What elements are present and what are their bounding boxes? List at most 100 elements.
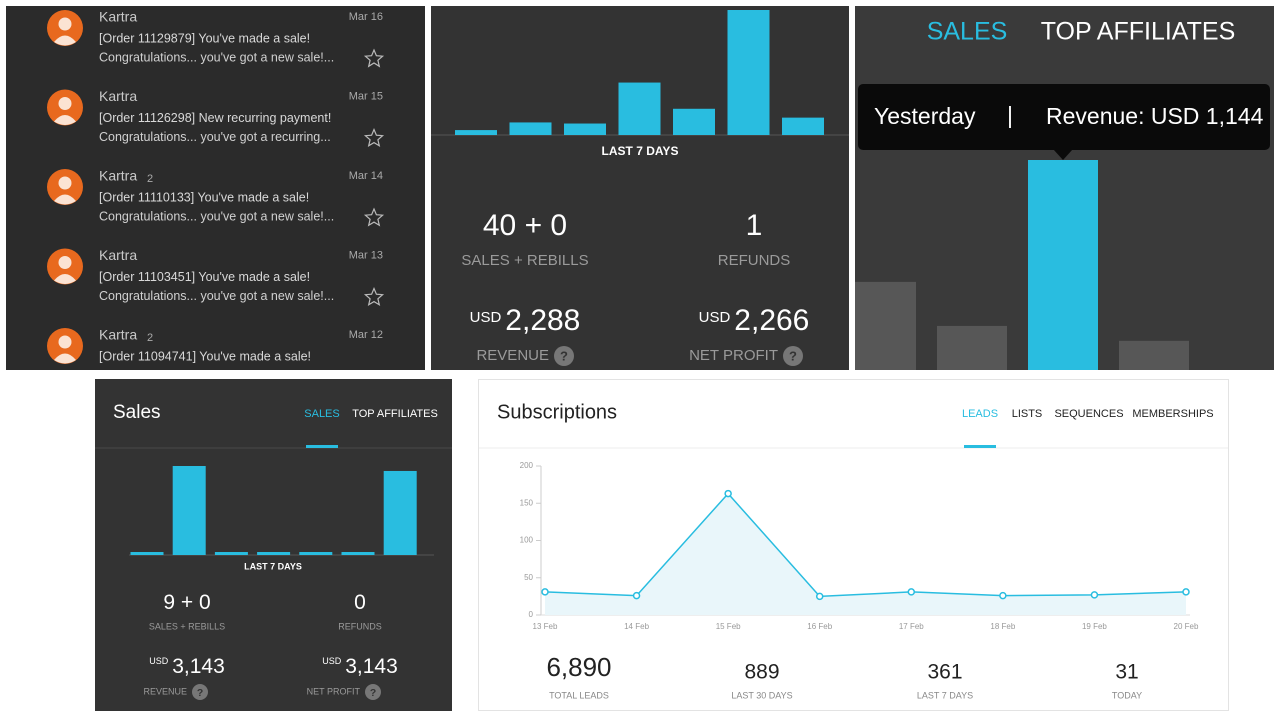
email-subject: [Order 11103451] You've made a sale! [99,270,310,284]
x-tick-label: 17 Feb [899,622,924,631]
stat-value: USD 2,288 [470,304,581,337]
point [907,588,916,596]
thread-count: 2 [147,173,153,185]
avatar-head [58,256,72,269]
tab[interactable]: SEQUENCES [1054,408,1123,420]
email-sender: Kartra [99,9,137,25]
point [1090,591,1099,599]
point [815,592,824,601]
bar [855,281,916,370]
tab[interactable]: LEADS [962,408,998,420]
tooltip [858,84,1270,150]
help-icon[interactable] [783,346,803,366]
stat-label: REFUNDS [718,252,791,269]
email-sender: Kartra [99,327,137,343]
avatar-body [54,194,76,205]
tab[interactable]: TOP AFFILIATES [1041,18,1236,46]
email-date: Mar 12 [349,329,383,341]
tab[interactable]: MEMBERSHIPS [1132,408,1213,420]
stat-label: REFUNDS [338,621,382,631]
email-subject: [Order 11110133] You've made a sale! [99,190,309,204]
point [632,591,641,600]
tab[interactable]: SALES [927,18,1008,46]
bar [383,470,417,555]
bar [509,122,552,135]
sales-zoom: SALES TOP AFFILIATES Yesterday | Revenue: US… [855,6,1274,370]
star-button[interactable] [363,48,385,68]
bar [299,552,333,555]
stat-label: NET PROFIT [689,347,778,364]
bar [727,10,770,135]
bar [257,552,291,555]
bar [455,130,497,135]
stat-value: USD 2,266 [699,304,810,337]
stat-number: 2,266 [734,304,809,337]
stat-number: 3,143 [345,655,398,678]
email-date: Mar 15 [349,90,383,102]
avatar-head [58,17,72,31]
bar [172,466,206,555]
avatar-head [58,335,72,349]
tab[interactable]: LISTS [1012,408,1043,420]
thread-count: 2 [147,332,153,344]
tooltip-text: Revenue: USD 1,144 [1046,103,1264,129]
avatar-head [58,97,72,110]
email-preview: Congratulations... you've got a recurrin… [99,130,331,144]
help-icon-text: ? [197,688,203,699]
avatar-body [54,35,76,46]
panel [478,379,1229,711]
tab-underline [964,445,996,448]
stat-value: 1 [746,209,763,242]
star-button[interactable] [363,127,385,148]
panel [431,6,849,370]
x-tick-label: 14 Feb [624,622,649,631]
sales-widget: LAST 7 DAYS 40 + 0 SALES + REBILLS 1 REFUNDS… [431,6,849,370]
point [724,489,732,498]
tab-underline [306,445,338,448]
stat-label: LAST 30 DAYS [731,690,792,700]
y-tick-label: 0 [529,610,534,619]
bar [130,552,164,555]
stat-value: 361 [927,661,962,684]
period-label: LAST 7 DAYS [244,561,302,571]
star-button[interactable] [363,207,385,227]
y-tick-label: 50 [524,573,533,582]
stat-label: LAST 7 DAYS [917,690,973,700]
stat-value: 889 [744,661,779,684]
x-tick-label: 15 Feb [716,622,741,631]
stat-label: REVENUE [143,686,187,696]
x-tick-label: 19 Feb [1082,622,1107,631]
email-preview: Congratulations... you've got a new sale… [99,209,334,223]
bar [673,108,715,135]
help-icon[interactable] [192,684,208,700]
sales-card: Sales SALES TOP AFFILIATES LAST 7 DAYS 9 + 0… [95,379,452,711]
stat-currency: USD [149,656,169,666]
tooltip-separator: | [1007,102,1013,128]
help-icon-text: ? [370,688,376,699]
y-tick-label: 200 [520,461,534,470]
star-button[interactable] [363,286,385,307]
email-subject: [Order 11129879] You've made a sale! [99,31,310,45]
email-sender: Kartra [99,88,137,104]
stat-label: SALES + REBILLS [149,621,225,631]
help-icon-text: ? [789,348,797,363]
email-preview: Congratulations... you've got a new sale… [99,50,334,64]
avatar-body [54,115,76,125]
x-tick-label: 20 Feb [1174,622,1199,631]
y-tick-label: 100 [520,536,534,545]
help-icon[interactable] [554,346,574,366]
bar [341,552,375,555]
bar [618,82,661,135]
tooltip-arrow [1053,149,1073,160]
stat-value: 40 + 0 [483,209,567,242]
card-title: Sales [113,402,161,423]
bar [1119,340,1189,370]
tab[interactable]: SALES [304,408,339,420]
stat-value: 9 + 0 [163,591,210,614]
point [541,588,549,596]
subscriptions-card: Subscriptions LEADS LISTS SEQUENCES MEMBERSH… [478,379,1229,711]
help-icon[interactable] [365,684,381,700]
tab[interactable]: TOP AFFILIATES [352,408,438,420]
